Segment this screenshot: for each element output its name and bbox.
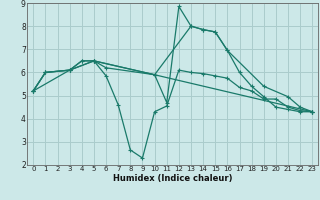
- X-axis label: Humidex (Indice chaleur): Humidex (Indice chaleur): [113, 174, 233, 183]
